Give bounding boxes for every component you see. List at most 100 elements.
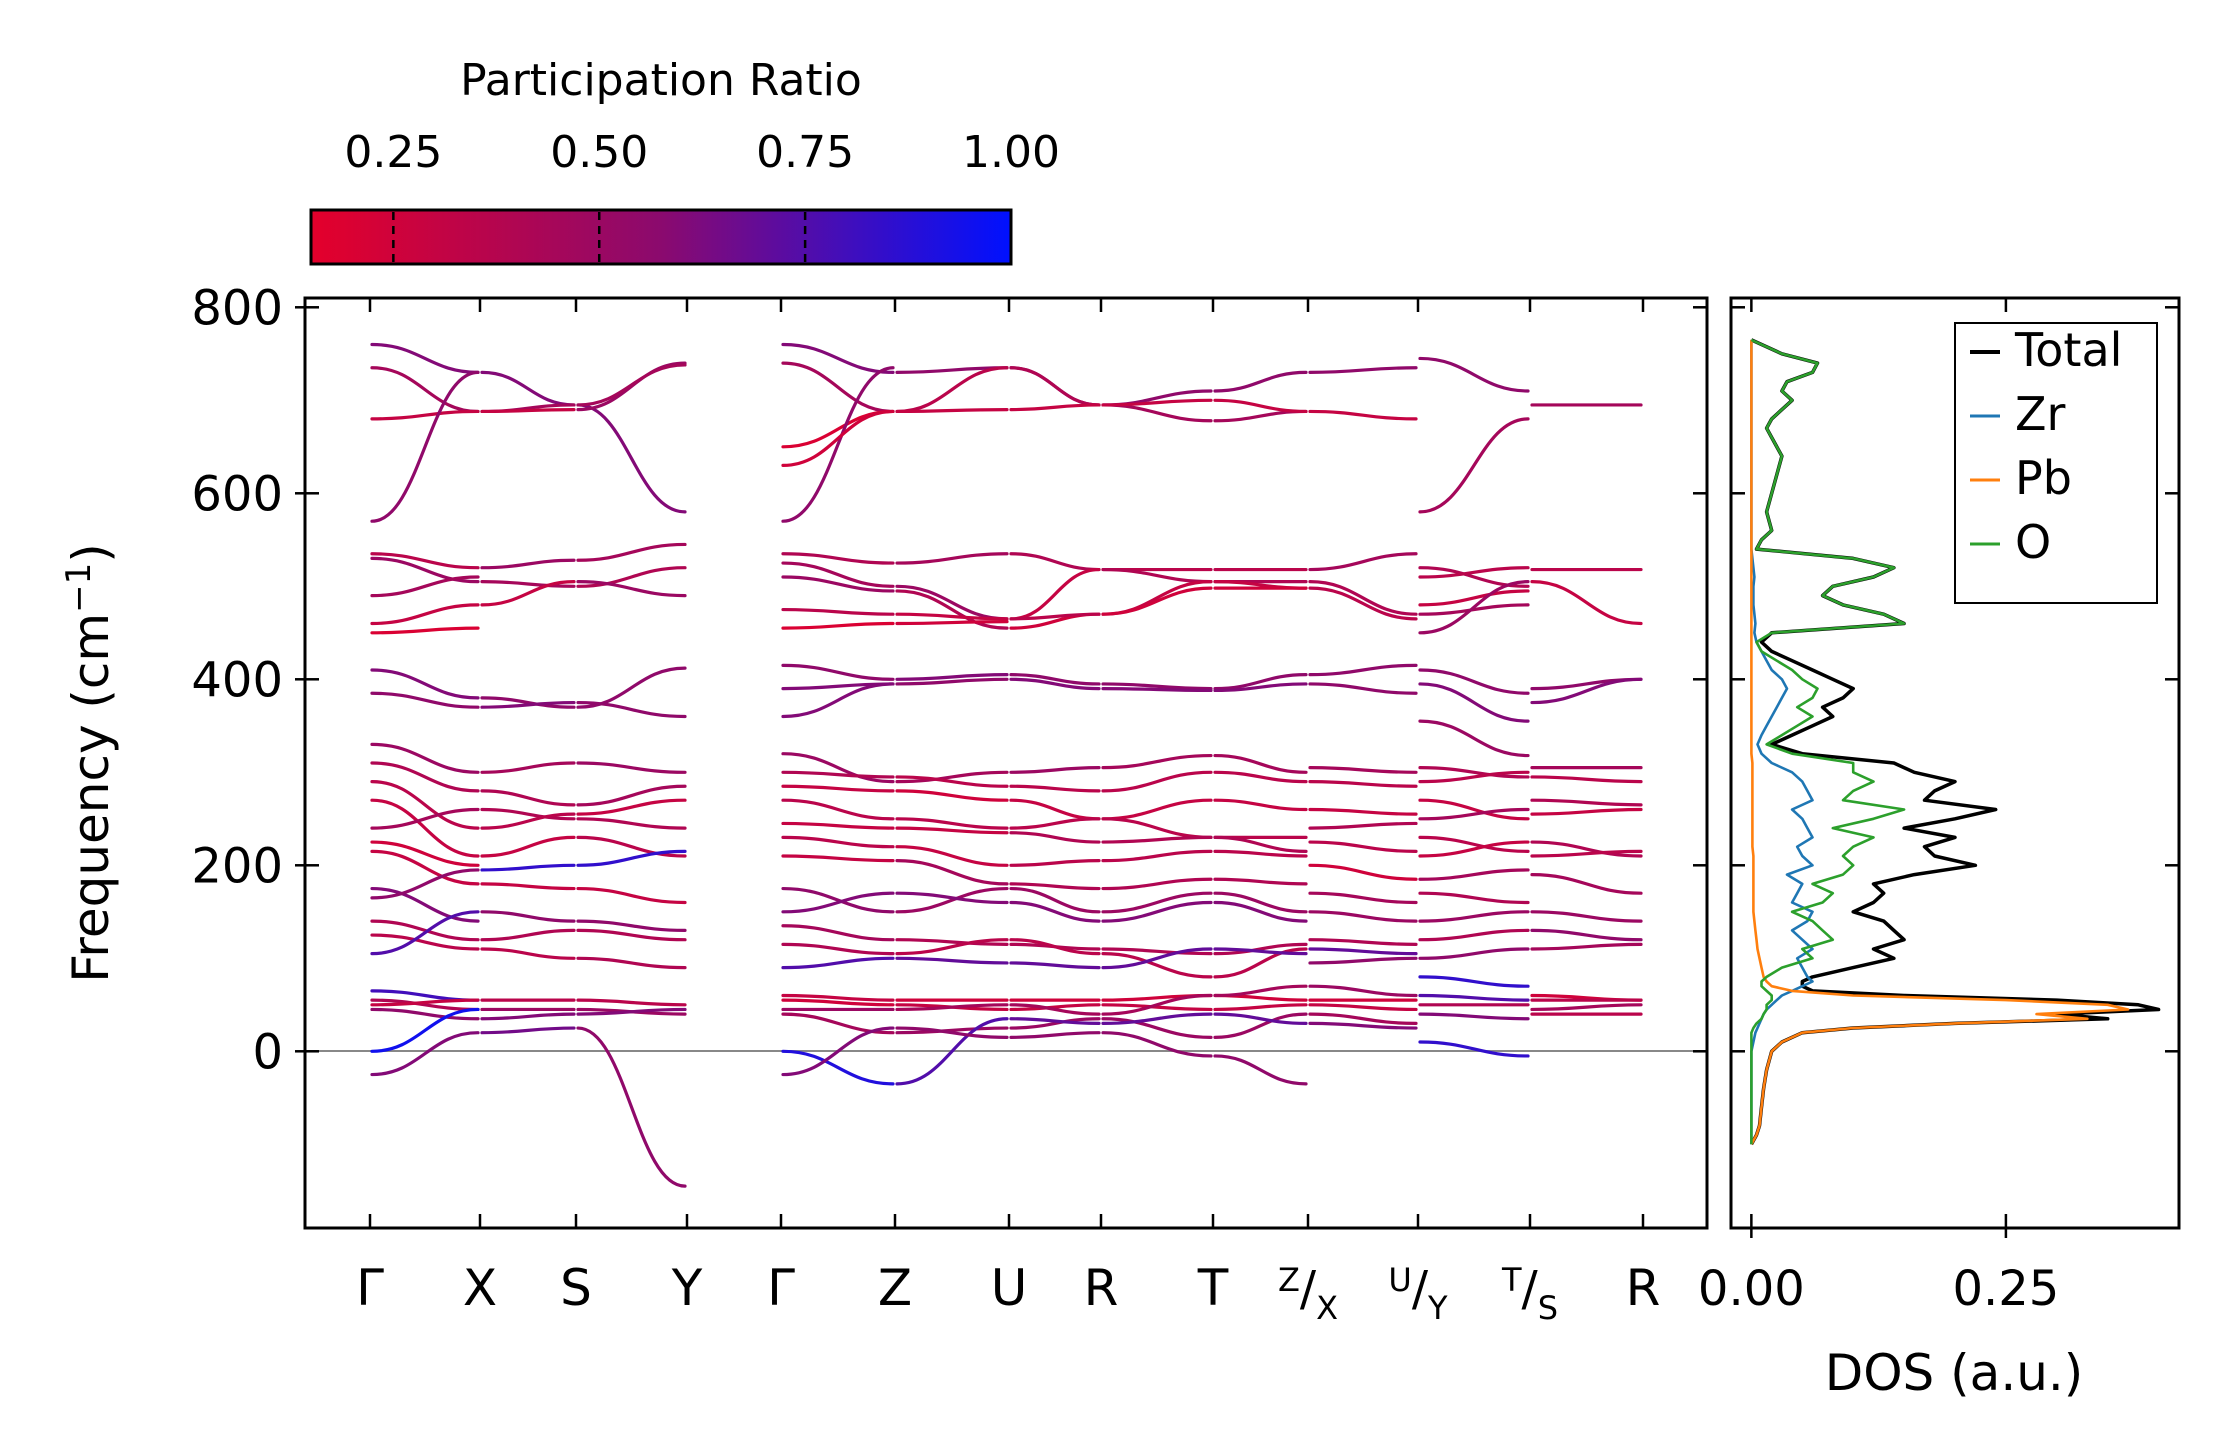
k-point-label: Z	[878, 1259, 912, 1317]
y-axis-label-main: Frequency (cm	[62, 613, 120, 983]
phonon-branch	[480, 580, 576, 588]
phonon-branch	[370, 691, 480, 709]
phonon-branch	[781, 552, 895, 565]
phonon-branch	[1418, 910, 1530, 923]
phonon-branch	[1530, 798, 1643, 807]
phonon-branch	[576, 849, 687, 867]
phonon-branch	[480, 863, 576, 872]
phonon-branch	[480, 882, 576, 891]
phonon-branch	[1009, 403, 1101, 412]
k-point-label-pre: T	[1501, 1261, 1522, 1299]
legend-box	[1954, 322, 2158, 604]
phonon-branch	[895, 552, 1009, 565]
phonon-branch	[1101, 1012, 1213, 1025]
phonon-branch	[1418, 868, 1530, 881]
phonon-branch	[1530, 775, 1643, 784]
phonon-branch	[1308, 863, 1418, 881]
dos-x-tick-label: 0.00	[1698, 1261, 1805, 1317]
colorbar-tick-label: 0.50	[550, 127, 648, 178]
phonon-branch	[781, 663, 895, 681]
dos-axes: 0.00 0.25	[1693, 298, 2179, 1317]
phonon-branch	[370, 552, 480, 570]
phonon-branch	[1009, 1003, 1101, 1016]
k-point-label-pre: U	[1388, 1261, 1411, 1299]
phonon-branch	[1101, 586, 1213, 616]
phonon-branch	[1213, 1012, 1308, 1039]
phonon-branch	[480, 558, 576, 570]
phonon-branch	[576, 919, 687, 932]
phonon-branch	[1418, 798, 1530, 821]
legend-item: Total	[1970, 323, 2122, 377]
y-axis-label-exponent: −1	[59, 563, 99, 613]
phonon-branch	[781, 993, 895, 1002]
phonon-branch	[480, 408, 576, 414]
phonon-branch	[1101, 877, 1213, 891]
phonon-branch	[1308, 807, 1418, 816]
phonon-branch	[1530, 1003, 1643, 1012]
phonon-branch	[1213, 1003, 1308, 1012]
phonon-branch	[1418, 1012, 1530, 1021]
phonon-branch	[1213, 1012, 1308, 1025]
phonon-branch	[1101, 687, 1213, 693]
phonon-branch	[895, 1003, 1009, 1012]
phonon-branch	[1101, 753, 1213, 770]
phonon-branch	[480, 910, 576, 923]
phonon-branch	[1418, 668, 1530, 695]
k-point-label-post: Y	[1427, 1289, 1448, 1327]
phonon-branch	[480, 807, 576, 821]
phonon-branch	[370, 409, 480, 421]
phonon-branch	[1530, 580, 1643, 626]
phonon-branch	[370, 603, 480, 626]
phonon-branch	[1101, 891, 1213, 914]
phonon-branch	[1213, 947, 1308, 956]
phonon-branch	[895, 589, 1009, 630]
k-point-label: U	[991, 1259, 1028, 1317]
phonon-branch	[1101, 770, 1213, 793]
phonon-branch	[576, 835, 687, 858]
phonon-branch	[1213, 409, 1308, 423]
phonon-branch	[1308, 409, 1418, 421]
phonon-branch	[1308, 840, 1418, 853]
phonon-branch	[1009, 1003, 1101, 1012]
phonon-branch	[1213, 835, 1308, 853]
phonon-branch	[1009, 831, 1101, 844]
phonon-branch	[781, 1012, 895, 1035]
phonon-branch	[1009, 784, 1101, 793]
colorbar-ticks: 0.25 0.50 0.75 1.00	[344, 127, 1060, 262]
phonon-branch	[781, 942, 895, 956]
dos-lines	[1749, 338, 2161, 1146]
phonon-branch	[1213, 1054, 1308, 1086]
phonon-branch	[370, 1007, 480, 1021]
phonon-branch	[1418, 589, 1530, 607]
phonon-branch	[1009, 798, 1101, 821]
phonon-branch	[781, 924, 895, 942]
phonon-branch	[370, 910, 480, 956]
phonon-branch	[781, 886, 895, 914]
k-point-label: S	[560, 1259, 592, 1317]
phonon-branch	[576, 761, 687, 774]
phonon-branch	[1009, 1017, 1101, 1025]
phonon-branch	[1418, 835, 1530, 853]
phonon-branch	[576, 998, 687, 1007]
k-point-label: T	[1197, 1259, 1229, 1317]
phonon-branch	[895, 817, 1009, 830]
phonon-branch	[1308, 580, 1418, 616]
phonon-branch	[1308, 1012, 1418, 1025]
phonon-branch	[480, 947, 576, 960]
phonon-branch	[1418, 566, 1530, 579]
k-point-label: U/Y	[1388, 1261, 1448, 1327]
legend-item: Pb	[1970, 451, 2072, 505]
k-point-label: R	[1084, 1259, 1119, 1317]
k-point-label: Γ	[767, 1259, 795, 1317]
phonon-branch	[895, 826, 1009, 835]
phonon-branch	[1308, 366, 1418, 374]
dos-x-axis-label: DOS (a.u.)	[1825, 1344, 2084, 1402]
phonon-branch	[1009, 673, 1101, 686]
phonon-branch	[781, 998, 895, 1007]
phonon-branch	[1009, 961, 1101, 970]
band-segment	[781, 342, 895, 1086]
band-segment	[1530, 403, 1643, 1016]
phonon-branch	[370, 575, 480, 598]
phonon-branch	[370, 998, 480, 1007]
phonon-branch	[895, 1017, 1009, 1086]
